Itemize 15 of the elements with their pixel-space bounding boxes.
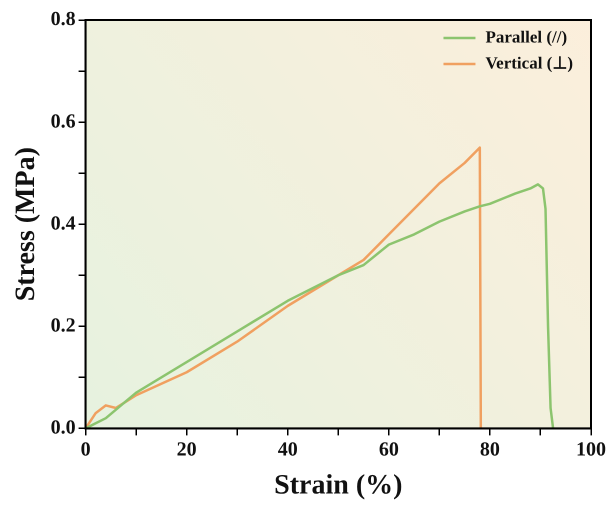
x-tick-label: 60 bbox=[378, 438, 399, 461]
y-tick-label: 0.4 bbox=[50, 212, 76, 234]
x-tick-label: 20 bbox=[176, 438, 197, 461]
y-tick-label: 0.0 bbox=[50, 416, 76, 439]
y-axis-title: Stress (MPa) bbox=[10, 147, 42, 302]
y-tick-label: 0.8 bbox=[50, 8, 76, 30]
x-tick-label: 100 bbox=[576, 438, 606, 461]
x-tick-label: 0 bbox=[80, 438, 91, 461]
y-tick-label: 0.6 bbox=[50, 110, 76, 132]
legend-label: Parallel (//) bbox=[485, 27, 568, 46]
x-tick-label: 80 bbox=[480, 438, 500, 461]
y-tick-label: 0.2 bbox=[50, 314, 76, 336]
x-axis-title: Strain (%) bbox=[274, 469, 402, 500]
x-tick-label: 40 bbox=[278, 438, 298, 461]
legend-label: Vertical (⊥) bbox=[485, 53, 574, 72]
